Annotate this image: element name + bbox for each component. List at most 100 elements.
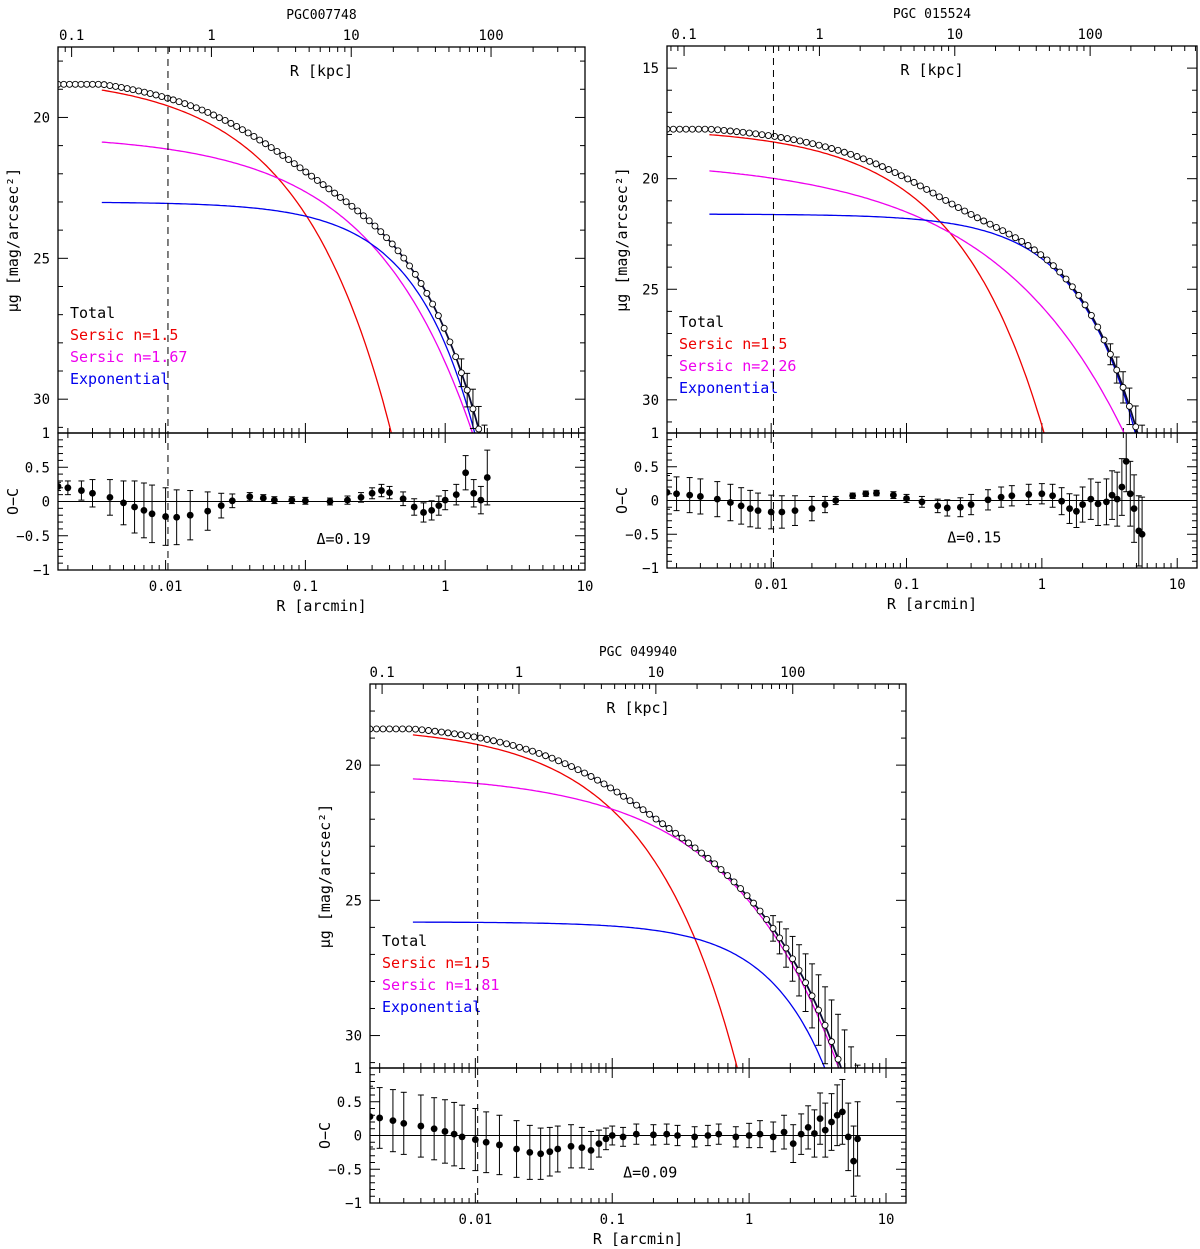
data-point — [730, 878, 738, 886]
data-point — [967, 211, 975, 218]
residual-y-tick-label: 1 — [42, 426, 50, 442]
residual-point — [513, 1145, 520, 1153]
data-point — [535, 749, 543, 757]
residual-point — [704, 1132, 712, 1139]
residual-point — [376, 1114, 384, 1122]
data-point — [923, 186, 931, 193]
legend-item-2: Sersic n=1.67 — [70, 348, 187, 366]
data-point — [704, 854, 712, 862]
top-axis-label: R [kpc] — [606, 699, 669, 717]
data-point — [279, 152, 287, 159]
residual-point — [417, 1122, 425, 1130]
residual-point — [789, 1140, 797, 1147]
residual-y-tick-label: −1 — [642, 561, 659, 577]
y-axis-label: μg [mag/arcsec²] — [4, 168, 22, 313]
residual-point — [78, 487, 85, 494]
data-point — [1119, 383, 1127, 391]
residual-point — [400, 1119, 408, 1127]
series-0-curve — [101, 89, 393, 433]
residual-point — [667, 489, 671, 496]
x-tick-label: 0.1 — [894, 577, 919, 593]
total-model-curve — [412, 728, 843, 1068]
residual-y-axis-label: O−C — [316, 1122, 334, 1149]
data-point — [1068, 283, 1076, 291]
data-point — [688, 125, 696, 133]
data-point — [954, 204, 962, 212]
data-point — [325, 185, 333, 193]
data-point — [1062, 275, 1070, 283]
x-axis-label: R [arcmin] — [887, 595, 977, 613]
residual-y-axis-label: O−C — [613, 487, 631, 514]
data-point — [509, 742, 517, 749]
data-point — [726, 127, 734, 135]
data-point — [771, 133, 779, 140]
data-point — [457, 369, 465, 377]
residual-point — [737, 502, 745, 510]
data-point — [828, 1038, 836, 1046]
top-tick-label: 0.1 — [369, 665, 394, 681]
residual-point — [756, 1130, 764, 1138]
data-point — [399, 725, 406, 733]
series-0-curve — [412, 734, 738, 1068]
data-point — [452, 353, 460, 361]
data-point — [581, 769, 588, 777]
residual-point — [1049, 492, 1056, 500]
data-point — [859, 155, 867, 163]
data-point — [425, 727, 432, 734]
x-tick-label: 0.1 — [293, 579, 318, 595]
residual-point — [378, 487, 385, 494]
residual-point — [673, 490, 680, 498]
data-point — [980, 217, 988, 225]
series-2-curve — [412, 921, 826, 1068]
data-point — [331, 189, 339, 197]
data-point — [365, 217, 373, 225]
data-point — [669, 125, 677, 133]
data-point — [135, 87, 143, 95]
data-point — [411, 270, 419, 278]
data-point — [440, 324, 448, 332]
data-point — [620, 792, 627, 800]
data-point — [942, 196, 950, 204]
data-point — [678, 834, 686, 842]
residual-point — [956, 503, 964, 511]
legend-item-3: Exponential — [70, 370, 169, 388]
residual-point — [386, 489, 393, 496]
data-point — [1106, 350, 1114, 358]
residual-point — [1008, 492, 1016, 500]
data-point — [737, 885, 745, 893]
residual-point — [715, 1130, 723, 1138]
data-point — [244, 129, 252, 137]
residual-point — [1038, 490, 1046, 498]
residual-plot-area — [667, 433, 1197, 568]
residual-point — [816, 1115, 824, 1123]
data-point — [733, 128, 741, 136]
residual-point — [745, 1132, 753, 1139]
data-point — [777, 134, 785, 141]
data-point — [204, 109, 212, 116]
residual-point — [754, 507, 762, 515]
residual-point — [186, 511, 194, 519]
data-point — [935, 193, 943, 201]
residual-point — [943, 504, 951, 512]
residual-y-tick-label: 0.5 — [25, 460, 50, 476]
x-tick-label: 0.1 — [600, 1212, 625, 1228]
x-tick-label: 0.01 — [754, 577, 788, 593]
residual-point — [259, 494, 267, 502]
residual-point — [696, 493, 704, 500]
top-tick-label: 10 — [946, 27, 963, 43]
residual-y-tick-label: −0.5 — [328, 1162, 362, 1178]
data-point — [834, 146, 842, 154]
data-point — [336, 193, 344, 201]
residual-point — [435, 502, 443, 510]
y-tick-label: 30 — [642, 393, 659, 409]
top-tick-label: 100 — [478, 28, 503, 44]
data-point — [652, 815, 660, 823]
data-point — [720, 126, 728, 134]
data-point — [717, 866, 725, 874]
residual-point — [554, 1145, 562, 1153]
data-point — [377, 228, 385, 236]
data-point — [986, 220, 994, 228]
residual-plot-area — [58, 449, 585, 546]
residual-point — [217, 502, 225, 510]
data-point — [1100, 336, 1108, 344]
